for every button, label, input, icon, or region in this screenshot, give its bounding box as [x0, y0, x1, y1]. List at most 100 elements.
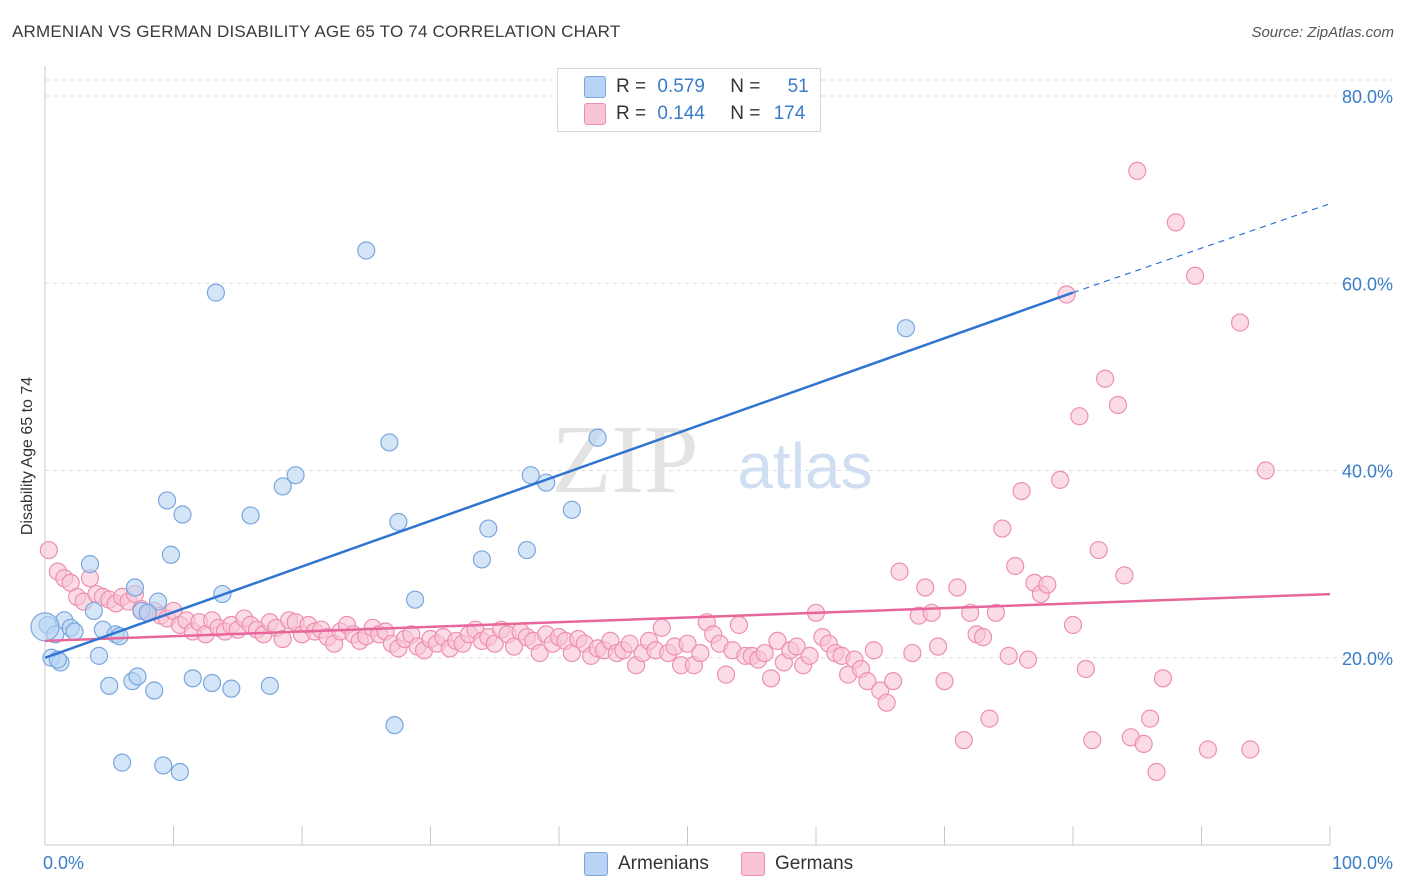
german-legend-swatch: [741, 852, 765, 876]
armenian-point: [206, 283, 226, 302]
armenian-point: [588, 428, 607, 447]
german-point: [787, 637, 806, 656]
armenian-swatch: [584, 76, 606, 98]
armenian-point: [273, 477, 292, 496]
armenian-legend-swatch: [584, 852, 608, 876]
armenian-point: [89, 646, 109, 665]
german-point: [1012, 481, 1031, 501]
y-tick-label: 20.0%: [1342, 649, 1393, 669]
axes: [44, 66, 1331, 846]
german-point: [691, 643, 710, 663]
german-point: [1089, 540, 1108, 560]
german-point: [903, 643, 922, 663]
german-point: [1063, 615, 1083, 635]
german-point: [858, 672, 877, 691]
german-point: [1153, 669, 1173, 688]
armenian-point: [357, 241, 376, 260]
german-point: [1076, 659, 1095, 679]
german-point: [1185, 266, 1205, 285]
armenian-point: [183, 669, 202, 688]
german-point: [1051, 470, 1070, 489]
tick-labels: 20.0% 40.0% 60.0% 80.0% 0.0% 100.0%: [43, 87, 1393, 873]
german-point: [1038, 575, 1057, 594]
german-point: [1230, 313, 1250, 332]
german-point: [928, 637, 948, 656]
armenian-point: [286, 466, 305, 485]
german-point: [755, 643, 774, 663]
german-point: [999, 646, 1018, 665]
german-point: [273, 629, 292, 649]
armenian-point: [562, 500, 581, 519]
armenian-point: [145, 681, 164, 700]
armenian-point: [154, 756, 173, 775]
german-point: [954, 731, 973, 750]
legend-text-germans: R = 0.144 N = 174: [616, 103, 805, 125]
legend-n-value: 51: [787, 76, 809, 97]
legend-n-value: 174: [773, 103, 806, 124]
german-point: [652, 618, 671, 637]
armenian-point: [84, 601, 103, 621]
german-point: [1256, 461, 1275, 480]
german-point: [864, 641, 883, 660]
armenian-point: [222, 679, 241, 698]
armenian-point: [80, 555, 100, 574]
armenian-point: [405, 590, 425, 609]
german-point: [986, 603, 1006, 622]
source-credit: Source: ZipAtlas.com: [1251, 24, 1394, 41]
legend-text-armenians: R = 0.579 N = 51: [616, 76, 809, 98]
german-point: [1147, 762, 1166, 782]
armenian-point: [202, 673, 222, 693]
bottom-legend-armenians: Armenians: [584, 852, 709, 876]
german-point: [1166, 213, 1185, 232]
armenian-trendline-projection: [1072, 203, 1331, 294]
german-point: [504, 637, 524, 656]
armenian-trendline: [44, 291, 1074, 659]
german-point: [678, 634, 697, 653]
german-point: [768, 631, 787, 650]
german-point: [39, 540, 58, 560]
armenian-point: [517, 540, 536, 560]
german-points: [39, 161, 1275, 782]
german-point: [993, 519, 1012, 538]
legend-r-label: R =: [616, 76, 647, 97]
german-point: [1115, 566, 1134, 585]
x-tick-label: 100.0%: [1332, 853, 1393, 873]
german-point: [948, 578, 967, 597]
german-point: [761, 669, 781, 688]
armenian-point: [170, 762, 190, 782]
legend-r-label: R =: [616, 103, 647, 124]
german-point: [1140, 709, 1160, 728]
german-point: [729, 615, 749, 635]
german-point: [716, 665, 736, 684]
armenian-point: [380, 433, 399, 452]
armenian-point: [472, 550, 491, 569]
legend-r-value: 0.579: [657, 76, 705, 97]
german-point: [620, 634, 639, 653]
german-legend-label: Germans: [775, 853, 854, 874]
trendlines: [44, 203, 1331, 659]
armenian-point: [30, 612, 60, 642]
german-point: [800, 646, 819, 665]
german-point: [1096, 369, 1115, 388]
armenian-point: [157, 491, 177, 510]
armenian-point: [100, 676, 119, 695]
german-trendline: [44, 592, 1331, 643]
watermark-zip: ZIP: [552, 406, 699, 514]
armenian-point: [112, 753, 132, 772]
german-point: [980, 709, 999, 728]
armenian-points: [30, 241, 916, 782]
armenian-point: [385, 716, 404, 735]
watermark: ZIP atlas: [552, 406, 873, 514]
german-point: [922, 603, 941, 622]
armenian-point: [148, 592, 168, 611]
german-point: [1108, 395, 1128, 415]
german-point: [530, 643, 549, 663]
armenian-point: [128, 667, 147, 686]
watermark-atlas: atlas: [737, 430, 872, 502]
gridlines: [45, 79, 1392, 659]
german-point: [1070, 407, 1089, 426]
legend-n-label: N =: [730, 103, 761, 124]
german-point: [916, 578, 935, 597]
x-tick-label: 0.0%: [43, 853, 84, 873]
armenian-point: [161, 545, 181, 564]
